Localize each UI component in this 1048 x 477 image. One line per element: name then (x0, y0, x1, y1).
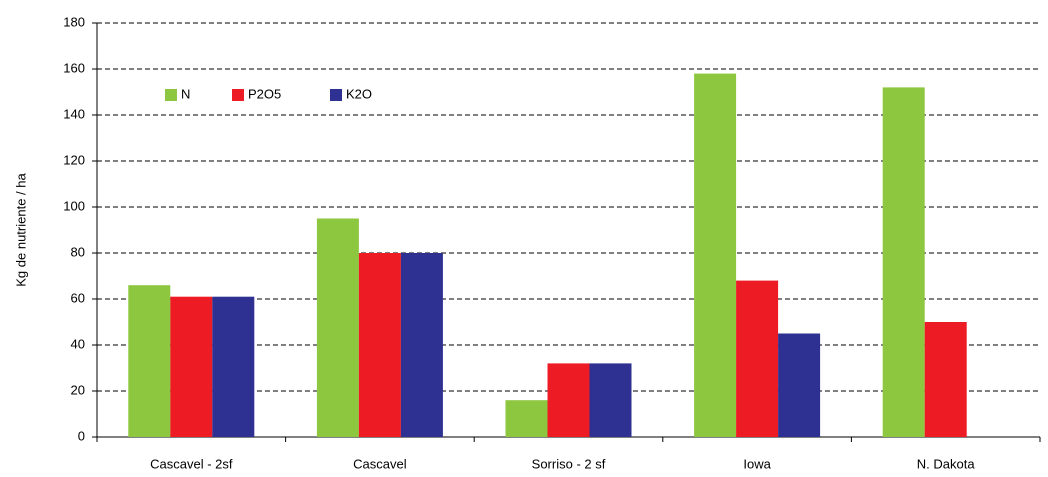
x-tick-label: Cascavel (353, 456, 407, 471)
y-tick-label: 100 (63, 198, 85, 213)
x-tick-label: Iowa (743, 456, 771, 471)
y-axis-label: Kg de nutriente / ha (13, 173, 28, 287)
bar (694, 73, 737, 437)
legend-label: K2O (346, 86, 372, 101)
y-tick-label: 140 (63, 106, 85, 121)
x-tick-label: Cascavel - 2sf (150, 456, 233, 471)
x-tick-label: Sorriso - 2 sf (532, 456, 606, 471)
legend-swatch (330, 89, 342, 101)
bar (128, 285, 171, 437)
bar (505, 400, 548, 437)
bar (589, 363, 632, 437)
bar (778, 333, 821, 437)
y-tick-label: 120 (63, 152, 85, 167)
y-tick-label: 40 (71, 336, 85, 351)
y-tick-label: 0 (78, 428, 85, 443)
bar (400, 253, 443, 437)
legend-swatch (165, 89, 177, 101)
y-tick-label: 60 (71, 290, 85, 305)
bar (170, 296, 213, 437)
legend-swatch (232, 89, 244, 101)
x-tick-label: N. Dakota (917, 456, 976, 471)
bar (212, 296, 255, 437)
bar (736, 280, 779, 437)
legend-label: N (181, 86, 190, 101)
bar (547, 363, 590, 437)
y-tick-label: 180 (63, 14, 85, 29)
legend-label: P2O5 (248, 86, 281, 101)
y-tick-label: 80 (71, 244, 85, 259)
bar (358, 253, 401, 437)
bar (882, 87, 925, 438)
y-tick-label: 20 (71, 382, 85, 397)
bar (924, 322, 967, 437)
y-tick-label: 160 (63, 60, 85, 75)
bar (316, 218, 359, 437)
